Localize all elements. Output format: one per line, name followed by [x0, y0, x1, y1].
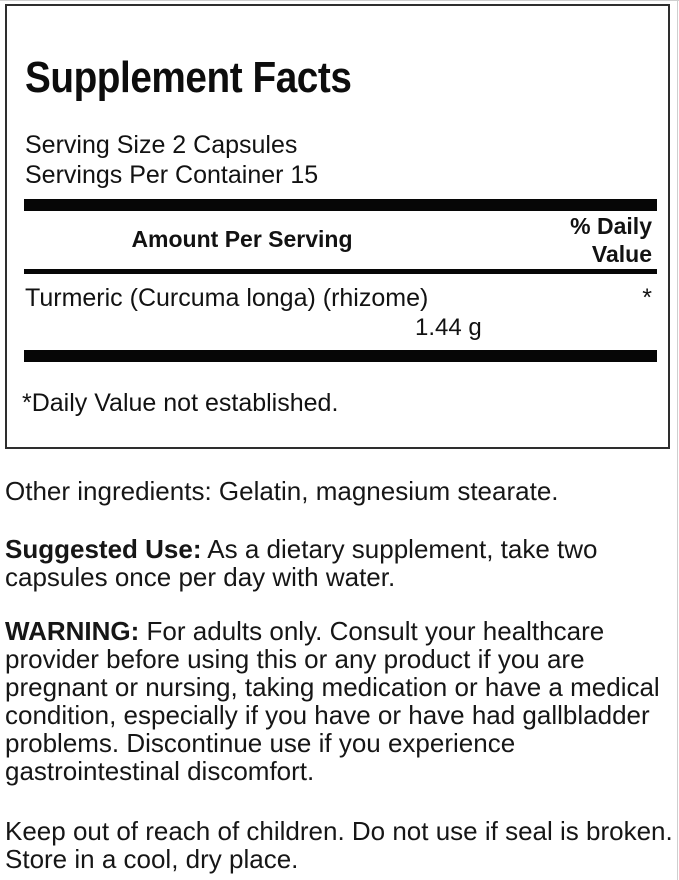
divider-thick-bottom: [24, 350, 657, 362]
ingredient-daily-value: *: [642, 284, 652, 312]
storage-text: Keep out of reach of children. Do not us…: [5, 816, 673, 874]
image-top-edge: [0, 0, 679, 1]
other-ingredients-text: Other ingredients: Gelatin, magnesium st…: [5, 476, 559, 506]
suggested-use-label: Suggested Use:: [5, 534, 202, 564]
suggested-use-paragraph: Suggested Use: As a dietary supplement, …: [5, 535, 679, 591]
ingredient-name: Turmeric (Curcuma longa) (rhizome): [25, 284, 429, 312]
divider-thin: [24, 269, 657, 274]
ingredient-amount: 1.44 g: [415, 314, 482, 341]
servings-per-container: Servings Per Container 15: [25, 161, 319, 189]
divider-thick-top: [24, 199, 657, 211]
daily-value-header-line2: Value: [591, 241, 652, 267]
other-ingredients-paragraph: Other ingredients: Gelatin, magnesium st…: [5, 477, 679, 505]
daily-value-footnote: *Daily Value not established.: [22, 389, 339, 417]
warning-text: For adults only. Consult your healthcare…: [5, 616, 660, 786]
panel-title: Supplement Facts: [25, 53, 352, 102]
supplement-facts-panel: Supplement Facts Serving Size 2 Capsules…: [5, 4, 670, 449]
warning-label: WARNING:: [5, 616, 140, 646]
serving-size: Serving Size 2 Capsules: [25, 131, 298, 159]
amount-per-serving-header: Amount Per Serving: [131, 226, 353, 252]
daily-value-header-line1: % Daily: [570, 213, 652, 239]
storage-paragraph: Keep out of reach of children. Do not us…: [5, 817, 679, 873]
warning-paragraph: WARNING: For adults only. Consult your h…: [5, 617, 679, 785]
image-right-edge: [677, 0, 678, 880]
suggested-use-text: As a dietary supplement, take two capsul…: [5, 534, 598, 592]
